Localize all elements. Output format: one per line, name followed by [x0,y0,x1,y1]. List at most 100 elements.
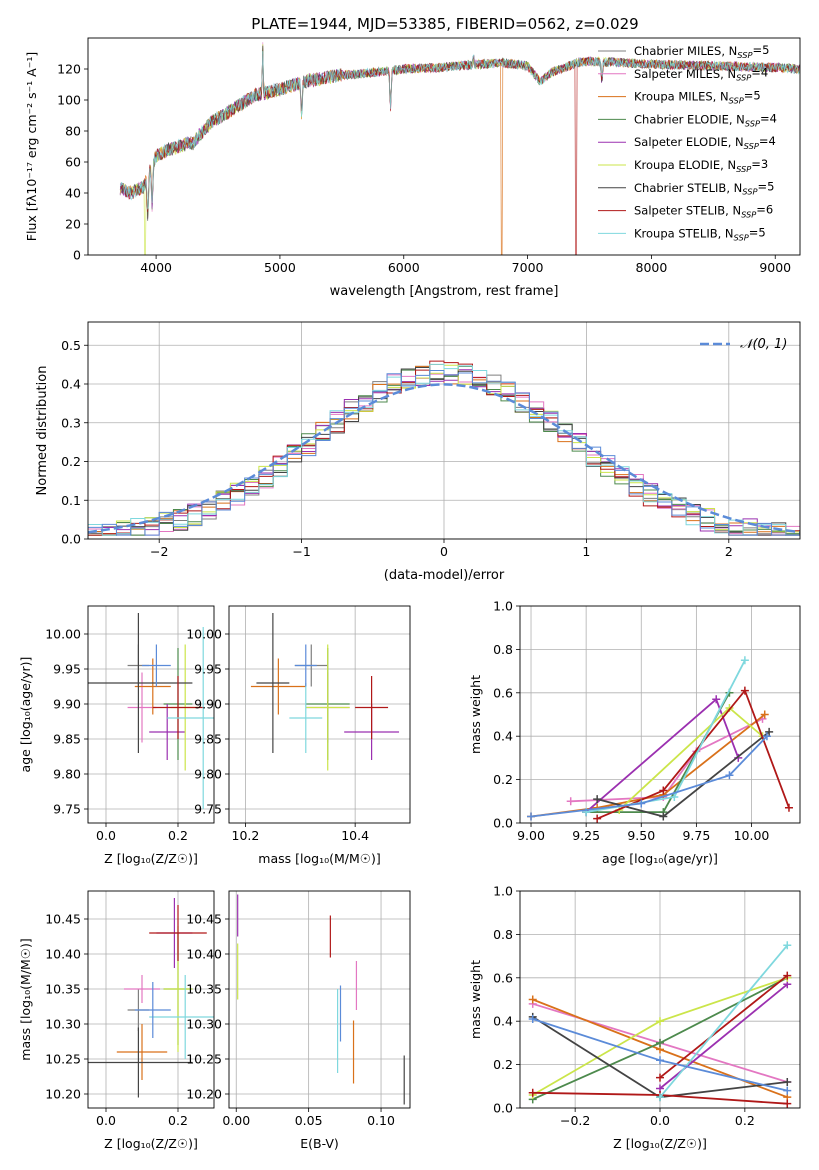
weight-marker [593,795,602,804]
weight-marker [656,1056,664,1065]
weight-line [659,974,788,1079]
y-tick-label: 0.4 [493,729,513,744]
legend-entry: Kroupa ELODIE, NSSP=3 [634,157,768,174]
y-axis-label: mass weight [468,675,483,754]
x-axis-label: Z [log₁₀(Z/Z☉)] [104,851,198,866]
plot-area [88,322,800,539]
y-tick-label: 0.4 [493,1014,513,1029]
weight-marker [656,1093,664,1102]
errorbar-point [167,627,214,809]
weight-line [659,944,788,1098]
legend: Chabrier MILES, NSSP=5 Salpeter MILES, NS… [598,43,777,242]
x-tick-label: 9.75 [682,828,710,843]
y-axis-label: mass weight [468,960,483,1039]
y-tick-label: 10.45 [186,912,222,927]
x-tick-label: 9.25 [572,828,600,843]
weight-series [527,732,771,821]
x-tick-label: 0.2 [168,1113,188,1128]
y-tick-label: 10.00 [45,627,81,642]
weight-marker [659,812,668,821]
y-tick-label: 9.80 [53,767,81,782]
y-axis-label: Normed distribution [35,366,50,496]
weight-line [596,731,770,818]
errorbar-point [134,982,171,1038]
x-tick-label: 0 [440,544,448,559]
x-tick-label: 2 [725,544,733,559]
y-tick-label: 0.5 [61,338,81,353]
legend-entry: Salpeter ELODIE, NSSP=4 [634,134,776,151]
y-axis-label: age [log₁₀(age/yr)] [18,657,33,773]
y-tick-label: 1.0 [493,884,513,899]
panel-spectrum: 4000 5000 6000 7000 8000 9000 0 20 40 60 80 100 120 w… [24,37,801,299]
y-tick-label: 0.0 [493,1101,513,1116]
weight-marker [760,710,769,719]
weight-line [530,735,768,818]
weight-marker [740,686,749,695]
errorbar-point [88,613,193,753]
figure-title: PLATE=1944, MJD=53385, FIBERID=0562, z=0… [251,15,638,33]
y-tick-label: 0.8 [493,642,513,657]
spectrum-line-kroupa-stelib [119,51,800,210]
errorbar-point [149,975,214,1059]
weight-marker [528,995,537,1004]
panel-age_vs_Z: 0.0 0.2 9.75 9.80 9.85 9.90 9.95 10.00 Z [log₁₀(… [18,605,215,866]
weight-marker [762,732,771,741]
y-tick-label: 9.95 [53,662,81,677]
weight-marker [784,803,793,812]
weight-series [593,727,774,821]
histogram-blue [88,369,800,539]
y-tick-label: 80 [65,124,81,139]
errorbar-point [149,704,186,760]
x-tick-label: −0.2 [560,1113,590,1128]
plot-area [520,606,800,823]
y-tick-label: 10.25 [45,1052,81,1067]
weight-marker [725,771,734,780]
axes-frame [87,37,801,256]
y-tick-label: 10.40 [45,947,81,962]
x-tick-label: 0.0 [96,1113,116,1128]
reference-normal-curve [88,383,800,534]
y-tick-label: 9.75 [53,802,81,817]
weight-marker [656,1017,664,1026]
x-axis-label: wavelength [Angstrom, rest frame] [330,284,559,299]
plot-area [520,891,800,1108]
x-axis-label: (data-model)/error [384,568,505,583]
spectrum-line-salpeter-stelib [120,53,800,255]
legend-entry: Salpeter MILES, NSSP=4 [634,66,768,83]
y-tick-label: 10.30 [45,1017,81,1032]
legend-entry: Salpeter STELIB, NSSP=6 [634,202,773,219]
legend-entry: Kroupa MILES, NSSP=5 [634,88,761,105]
y-tick-label: 0.4 [61,377,81,392]
y-tick-label: 120 [57,62,81,77]
x-tick-label: 0.05 [295,1113,323,1128]
weight-marker [566,797,575,806]
weight-marker [783,1099,792,1108]
x-tick-label: 10.2 [232,828,260,843]
weight-series [528,1015,792,1095]
y-tick-label: 10.35 [45,982,81,997]
x-tick-label: 0.00 [222,1113,250,1128]
legend-entry: Chabrier MILES, NSSP=5 [634,43,769,60]
weight-series [527,710,769,821]
y-axis-label: mass [log₁₀(M/M☉)] [18,938,33,1060]
y-tick-label: 9.90 [53,697,81,712]
plot-area [229,891,410,1108]
y-tick-label: 0.6 [493,970,513,985]
y-tick-label: 9.90 [194,697,222,712]
axes-frame [228,890,411,1109]
errorbar-point [355,676,389,739]
axes-frame [519,605,801,824]
x-tick-label: 9000 [759,260,791,275]
x-tick-label: 1 [582,544,590,559]
errorbar-point [256,613,290,753]
weight-marker [783,941,792,950]
y-tick-label: 0.0 [493,816,513,831]
y-tick-label: 10.00 [186,627,222,642]
weight-marker [765,727,774,736]
y-tick-label: 0 [73,248,81,263]
weight-marker [637,799,646,808]
x-tick-label: 0.2 [168,828,188,843]
axes-frame [87,321,801,540]
errorbar-point [149,905,207,961]
